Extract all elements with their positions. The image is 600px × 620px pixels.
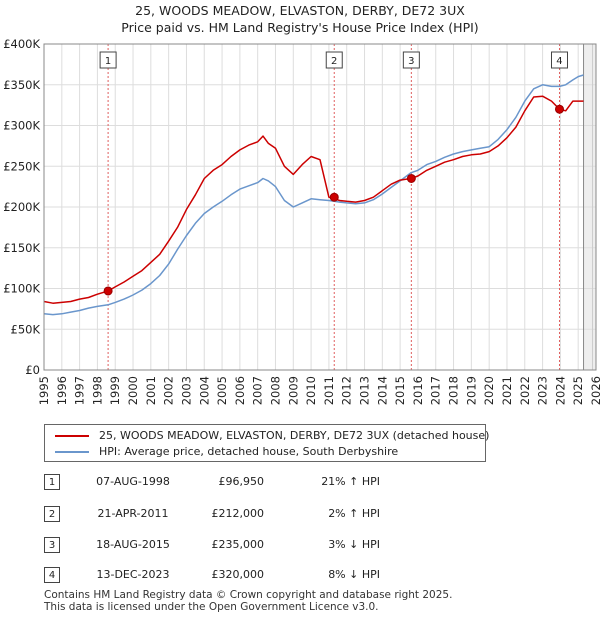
x-tick-label: 2022 — [518, 376, 532, 405]
x-tick-label: 1998 — [90, 376, 104, 405]
y-tick-label: £150K — [3, 241, 40, 255]
sale-hpi-diff: 8% ↓ HPI — [328, 568, 380, 581]
y-tick-label: £350K — [3, 78, 40, 92]
sale-label-box — [325, 51, 343, 69]
x-tick-label: 2026 — [589, 376, 600, 405]
x-tick-label: 1995 — [37, 376, 51, 405]
x-tick-label: 2023 — [536, 376, 550, 405]
sale-label-number: 2 — [331, 56, 337, 67]
x-tick-label: 2000 — [126, 376, 140, 405]
legend-swatch-property — [55, 435, 89, 437]
x-tick-label: 2004 — [197, 376, 211, 405]
title-line-2: Price paid vs. HM Land Registry's House … — [121, 20, 479, 35]
sale-date: 07-AUG-1998 — [96, 475, 170, 488]
sale-price: £96,950 — [218, 475, 265, 488]
plot-border — [43, 43, 597, 371]
x-tick-label: 2009 — [286, 376, 300, 405]
x-tick-label: 1996 — [55, 376, 69, 405]
sale-date: 13-DEC-2023 — [96, 568, 170, 581]
x-tick-label: 2014 — [375, 376, 389, 405]
legend-label-hpi: HPI: Average price, detached house, Sout… — [99, 445, 399, 458]
legend: 25, WOODS MEADOW, ELVASTON, DERBY, DE72 … — [44, 424, 490, 462]
x-tick-label: 1997 — [73, 376, 87, 405]
sale-price: £212,000 — [211, 507, 265, 520]
sale-label: 1 — [99, 51, 117, 69]
legend-label-property: 25, WOODS MEADOW, ELVASTON, DERBY, DE72 … — [99, 429, 490, 442]
price-chart: £0 £50K £100K £150K £200K £250K £300K £350K £400… — [3, 37, 600, 405]
footer-copyright: Contains HM Land Registry data © Crown c… — [44, 589, 453, 601]
x-tick-label: 2012 — [340, 376, 354, 405]
x-tick-label: 2021 — [500, 376, 514, 405]
sale-hpi-diff: 3% ↓ HPI — [328, 538, 380, 551]
sale-row: 4 13-DEC-2023 £320,000 8% ↓ HPI — [44, 567, 444, 585]
x-tick-label: 2017 — [429, 376, 443, 405]
footer-licence: This data is licensed under the Open Gov… — [44, 601, 379, 613]
x-tick-label: 2024 — [553, 376, 567, 405]
sale-hpi-diff: 21% ↑ HPI — [321, 475, 380, 488]
x-tick-label: 2007 — [251, 376, 265, 405]
sale-price: £235,000 — [211, 538, 265, 551]
sale-price: £320,000 — [211, 568, 265, 581]
sale-point — [554, 104, 564, 114]
chart-title: 25, WOODS MEADOW, ELVASTON, DERBY, DE72 … — [0, 2, 600, 36]
x-tick-label: 2025 — [571, 376, 585, 405]
legend-swatch-hpi — [55, 451, 89, 453]
sale-date: 18-AUG-2015 — [96, 538, 170, 551]
sale-label-box — [402, 51, 420, 69]
sale-label-number: 3 — [408, 56, 414, 67]
sale-row: 2 21-APR-2011 £212,000 2% ↑ HPI — [44, 506, 444, 524]
x-tick-label: 2001 — [144, 376, 158, 405]
y-tick-label: £300K — [3, 119, 40, 133]
sale-label-number: 4 — [556, 56, 562, 67]
y-tick-label: £400K — [3, 37, 40, 51]
sale-date: 21-APR-2011 — [97, 507, 169, 520]
x-tick-label: 2011 — [322, 376, 336, 405]
x-tick-label: 2019 — [464, 376, 478, 405]
sale-point — [329, 192, 339, 202]
sale-number-badge: 2 — [44, 506, 60, 522]
sale-row: 1 07-AUG-1998 £96,950 21% ↑ HPI — [44, 474, 444, 492]
title-line-1: 25, WOODS MEADOW, ELVASTON, DERBY, DE72 … — [135, 3, 465, 18]
x-tick-label: 2013 — [358, 376, 372, 405]
y-tick-label: £250K — [3, 159, 40, 173]
x-tick-label: 2016 — [411, 376, 425, 405]
sale-hpi-diff: 2% ↑ HPI — [328, 507, 380, 520]
sale-number-badge: 3 — [44, 537, 60, 553]
sale-point — [406, 173, 416, 183]
x-tick-label: 2003 — [179, 376, 193, 405]
property-price-line — [43, 95, 584, 304]
sale-label-box — [550, 51, 568, 69]
sale-number-badge: 1 — [44, 474, 60, 490]
sale-label-box — [99, 51, 117, 69]
x-tick-label: 2018 — [447, 376, 461, 405]
sale-point — [103, 286, 113, 296]
sale-label: 2 — [325, 51, 343, 69]
sale-label-number: 1 — [105, 56, 111, 67]
x-tick-label: 2020 — [482, 376, 496, 405]
sale-row: 3 18-AUG-2015 £235,000 3% ↓ HPI — [44, 537, 444, 555]
sale-label: 3 — [402, 51, 420, 69]
x-tick-label: 2006 — [233, 376, 247, 405]
y-tick-label: £100K — [3, 282, 40, 296]
x-tick-label: 1999 — [108, 376, 122, 405]
x-tick-label: 2005 — [215, 376, 229, 405]
x-tick-label: 2002 — [162, 376, 176, 405]
x-tick-label: 2015 — [393, 376, 407, 405]
x-tick-label: 2008 — [268, 376, 282, 405]
y-tick-label: £0 — [25, 363, 40, 377]
x-tick-label: 2010 — [304, 376, 318, 405]
y-tick-label: £200K — [3, 200, 40, 214]
hpi-line — [43, 74, 584, 316]
sale-number-badge: 4 — [44, 567, 60, 583]
y-tick-label: £50K — [11, 322, 41, 336]
footer: Contains HM Land Registry data © Crown c… — [44, 589, 452, 613]
sale-label: 4 — [550, 51, 568, 69]
